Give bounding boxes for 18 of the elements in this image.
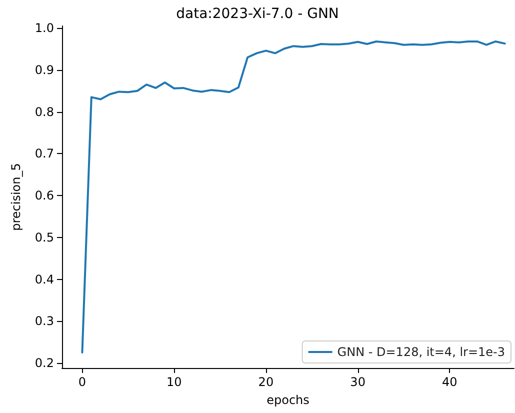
y-tick-label: 0.7 [34,146,54,161]
y-tick-label: 0.8 [34,104,54,119]
y-tick-label: 1.0 [34,21,54,36]
x-tick-label: 30 [350,375,366,389]
y-tick-label: 0.4 [34,272,54,286]
y-tick-label: 0.6 [34,188,54,203]
x-tick-label: 40 [442,375,458,389]
chart-title: data:2023-Xi-7.0 - GNN [176,6,339,22]
x-tick-label: 0 [78,375,86,389]
y-tick-label: 0.9 [34,62,54,77]
y-axis-title: precision_5 [9,163,23,231]
x-tick-label: 20 [258,375,274,389]
x-tick-label: 10 [166,375,182,389]
x-axis-title: epochs [266,393,310,407]
y-tick-label: 0.5 [34,230,54,244]
y-tick-label: 0.2 [34,356,54,370]
legend-label: GNN - D=128, it=4, lr=1e-3 [337,345,505,359]
y-tick-label: 0.3 [34,314,54,328]
